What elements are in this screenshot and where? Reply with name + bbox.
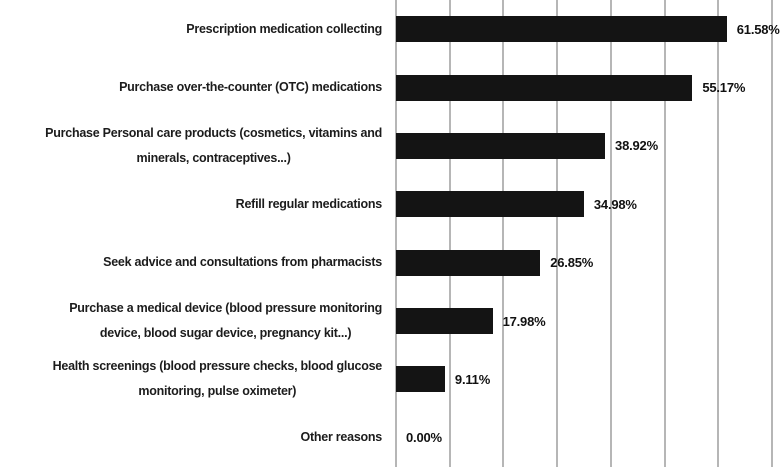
bar [396,74,693,101]
category-label: Seek advice and consultations from pharm… [103,255,382,270]
plot-cell: 17.98% [396,292,780,350]
gridline [771,0,773,467]
category-label-cell: Seek advice and consultations from pharm… [0,234,396,292]
category-label-cell: Health screenings (blood pressure checks… [0,350,396,408]
value-label: 9.11% [454,371,491,387]
category-label: Health screenings (blood pressure checks… [52,359,383,399]
category-label-cell: Purchase a medical device (blood pressur… [0,292,396,350]
category-label-cell: Purchase Personal care products (cosmeti… [0,117,396,175]
category-label: Prescription medication collecting [186,21,382,36]
gridline [717,0,720,467]
chart-row: Other reasons 0.00% [0,409,780,467]
value-label: 38.92% [615,138,658,154]
bar [396,16,727,43]
category-label-cell: Purchase over-the-counter (OTC) medicati… [0,58,396,116]
value-label: 0.00% [406,430,442,446]
value-label: 34.98% [593,196,637,212]
gridline [448,0,451,467]
gridline [663,0,666,467]
gridline [502,0,505,467]
category-label: Purchase over-the-counter (OTC) medicati… [119,80,382,95]
gridline [609,0,612,467]
chart-row: Prescription medication collecting 61.58… [0,0,780,58]
chart-row: Purchase Personal care products (cosmeti… [0,117,780,175]
bar [396,191,584,218]
value-label: 17.98% [502,313,546,329]
chart-row: Health screenings (blood pressure checks… [0,350,780,408]
plot-cell: 34.98% [396,175,780,233]
category-label: Purchase Personal care products (cosmeti… [45,125,382,165]
gridline [395,0,397,467]
plot-cell: 61.58% [396,0,780,58]
chart-row: Purchase over-the-counter (OTC) medicati… [0,58,780,116]
value-label: 55.17% [702,80,746,96]
category-label: Purchase a medical device (blood pressur… [69,301,382,341]
chart-row: Seek advice and consultations from pharm… [0,234,780,292]
category-label: Refill regular medications [235,196,383,211]
value-label: 26.85% [550,255,594,271]
chart-row: Purchase a medical device (blood pressur… [0,292,780,350]
gridline [556,0,559,467]
plot-cell: 9.11% [396,350,780,408]
plot-cell: 38.92% [396,117,780,175]
bar [396,132,606,159]
plot-cell: 26.85% [396,234,780,292]
category-label-cell: Prescription medication collecting [0,0,396,58]
plot-cell: 55.17% [396,58,780,116]
category-label-cell: Refill regular medications [0,175,396,233]
plot-cell: 0.00% [396,409,780,467]
value-label: 61.58% [736,21,780,37]
bar [396,308,493,335]
chart-row: Refill regular medications 34.98% [0,175,780,233]
category-label-cell: Other reasons [0,409,396,467]
category-label: Other reasons [300,430,382,445]
bar [396,366,445,393]
bar [396,249,541,276]
